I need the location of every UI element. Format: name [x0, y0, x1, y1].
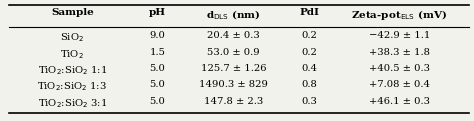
Text: TiO$_2$:SiO$_2$ 3:1: TiO$_2$:SiO$_2$ 3:1 [37, 97, 107, 110]
Text: 1.5: 1.5 [150, 48, 165, 57]
Text: PdI: PdI [299, 8, 319, 17]
Text: TiO$_2$:SiO$_2$ 1:3: TiO$_2$:SiO$_2$ 1:3 [37, 80, 107, 93]
Text: 0.4: 0.4 [301, 64, 317, 73]
Text: 0.2: 0.2 [301, 31, 317, 40]
Text: 125.7 ± 1.26: 125.7 ± 1.26 [201, 64, 266, 73]
Text: 0.2: 0.2 [301, 48, 317, 57]
Text: +40.5 ± 0.3: +40.5 ± 0.3 [369, 64, 430, 73]
Text: 5.0: 5.0 [150, 97, 165, 106]
Text: 147.8 ± 2.3: 147.8 ± 2.3 [204, 97, 263, 106]
Text: −42.9 ± 1.1: −42.9 ± 1.1 [369, 31, 430, 40]
Text: 53.0 ± 0.9: 53.0 ± 0.9 [207, 48, 260, 57]
Text: TiO$_2$:SiO$_2$ 1:1: TiO$_2$:SiO$_2$ 1:1 [37, 64, 107, 77]
Text: 5.0: 5.0 [150, 80, 165, 89]
Text: Sample: Sample [51, 8, 94, 17]
Text: 20.4 ± 0.3: 20.4 ± 0.3 [207, 31, 260, 40]
Text: TiO$_2$: TiO$_2$ [60, 48, 84, 61]
Text: 5.0: 5.0 [150, 64, 165, 73]
Text: SiO$_2$: SiO$_2$ [60, 31, 84, 44]
Text: +7.08 ± 0.4: +7.08 ± 0.4 [369, 80, 430, 89]
Text: 0.8: 0.8 [301, 80, 317, 89]
Text: +38.3 ± 1.8: +38.3 ± 1.8 [369, 48, 430, 57]
Text: 9.0: 9.0 [150, 31, 165, 40]
Text: d$_{\rm DLS}$ (nm): d$_{\rm DLS}$ (nm) [206, 8, 261, 22]
Text: Zeta-pot$_{\rm ELS}$ (mV): Zeta-pot$_{\rm ELS}$ (mV) [351, 8, 447, 23]
Text: 0.3: 0.3 [301, 97, 317, 106]
Text: +46.1 ± 0.3: +46.1 ± 0.3 [369, 97, 430, 106]
Text: 1490.3 ± 829: 1490.3 ± 829 [199, 80, 268, 89]
Text: pH: pH [149, 8, 166, 17]
